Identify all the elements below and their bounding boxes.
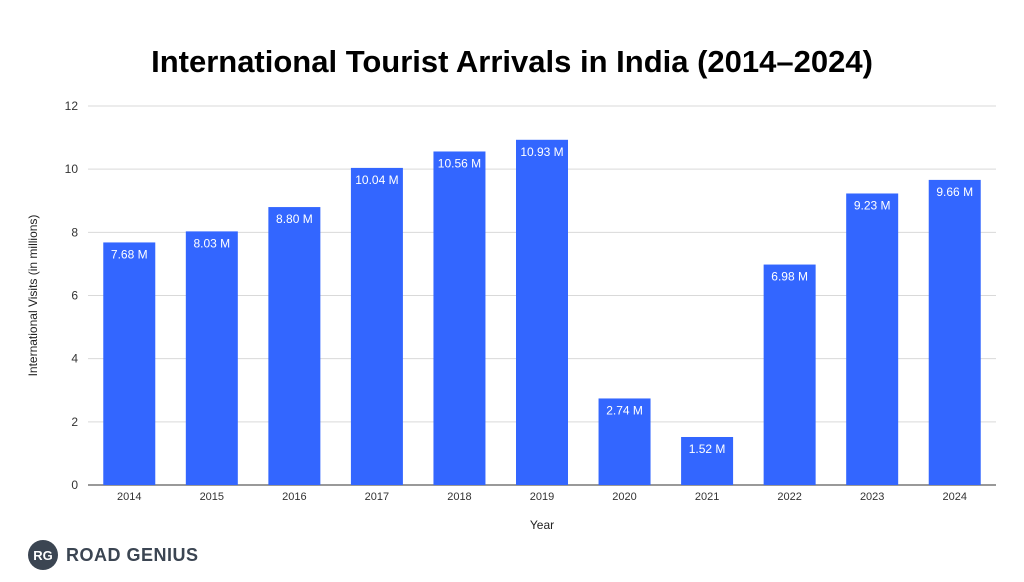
brand-logo: RG ROAD GENIUS: [28, 540, 199, 570]
x-tick-label: 2023: [860, 491, 884, 503]
y-tick-label: 10: [65, 162, 79, 176]
x-tick-label: 2021: [695, 491, 719, 503]
bar: [928, 179, 981, 485]
bar: [433, 151, 486, 486]
bar: [185, 231, 238, 485]
bar: [350, 167, 403, 486]
y-axis-title: International Visits (in millions): [26, 215, 40, 377]
x-tick-label: 2017: [365, 491, 389, 503]
x-tick-label: 2019: [530, 491, 554, 503]
bar: [516, 139, 568, 485]
x-tick-label: 2016: [282, 491, 306, 503]
data-label: 10.93 M: [520, 145, 563, 159]
y-tick-label: 6: [71, 289, 78, 303]
y-tick-label: 8: [71, 225, 78, 239]
y-tick-label: 4: [71, 352, 78, 366]
bar: [763, 264, 816, 485]
data-label: 10.04 M: [355, 173, 398, 187]
x-tick-label: 2024: [942, 491, 966, 503]
bar: [598, 398, 651, 485]
logo-badge-icon: RG: [28, 540, 58, 570]
data-label: 2.74 M: [606, 403, 643, 417]
data-label: 1.52 M: [689, 442, 726, 456]
x-tick-label: 2015: [200, 491, 224, 503]
data-label: 10.56 M: [438, 156, 481, 170]
data-label: 9.66 M: [936, 185, 973, 199]
x-tick-label: 2018: [447, 491, 471, 503]
bar: [846, 193, 899, 485]
x-tick-label: 2020: [612, 491, 636, 503]
data-label: 9.23 M: [854, 198, 891, 212]
x-tick-label: 2014: [117, 491, 141, 503]
bar: [103, 242, 156, 485]
bar: [268, 207, 321, 486]
chart-title: International Tourist Arrivals in India …: [151, 44, 873, 79]
x-tick-label: 2022: [777, 491, 801, 503]
data-label: 8.03 M: [193, 236, 230, 250]
y-tick-label: 12: [65, 99, 79, 113]
data-label: 6.98 M: [771, 270, 808, 284]
brand-name: ROAD GENIUS: [66, 544, 199, 565]
y-tick-label: 2: [71, 415, 78, 429]
bar: [681, 436, 734, 485]
y-tick-label: 0: [71, 478, 78, 492]
data-label: 8.80 M: [276, 212, 313, 226]
data-label: 7.68 M: [111, 247, 148, 261]
x-axis-title: Year: [530, 518, 554, 532]
